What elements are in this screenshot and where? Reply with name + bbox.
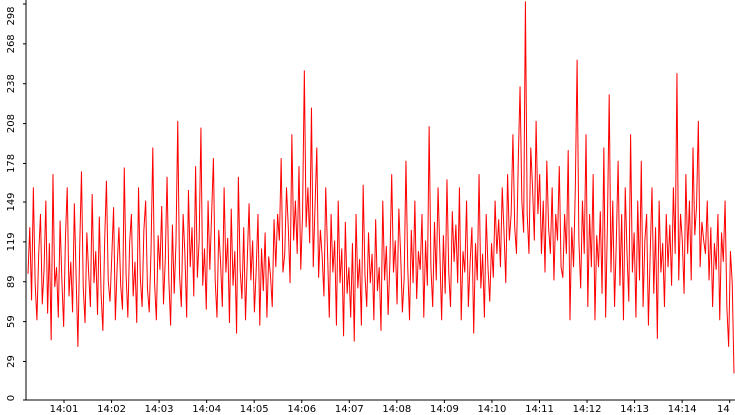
x-tick-label: 14:10 [478,404,507,415]
series-layer [27,1,735,374]
y-tick-label: 208 [6,114,17,133]
y-tick-label: 29 [6,355,17,368]
x-tick-label: 14:09 [430,404,459,415]
x-tick-label: 14:01 [50,404,79,415]
y-tick-label: 238 [6,74,17,93]
x-tick-label: 14:03 [145,404,174,415]
y-tick-label: 298 [6,6,17,25]
x-tick-label: 14 [717,404,730,415]
x-tick-label: 14:12 [573,404,602,415]
x-tick-label: 14:02 [97,404,126,415]
y-tick-label: 119 [6,232,17,251]
x-tick-label: 14:05 [240,404,269,415]
x-axis-ticks: 14:01 14:02 14:03 14:04 14:05 14:06 14:07 14:08… [50,400,731,415]
x-tick-label: 14:08 [382,404,411,415]
x-tick-label: 14:11 [525,404,554,415]
series-line-0 [27,1,735,374]
x-tick-label: 14:06 [287,404,316,415]
y-tick-label: 178 [6,154,17,173]
y-axis-ticks: 0 29 59 89 119 149 178 208 238 268 298 [6,3,26,401]
x-tick-label: 14:14 [668,404,697,415]
y-tick-label: 89 [6,275,17,288]
y-tick-label: 59 [6,315,17,328]
x-tick-label: 14:04 [192,404,221,415]
y-tick-label: 268 [6,34,17,53]
y-tick-label: 149 [6,192,17,211]
x-tick-label: 14:07 [335,404,364,415]
y-tick-label: 0 [6,395,17,401]
x-tick-label: 14:13 [620,404,649,415]
